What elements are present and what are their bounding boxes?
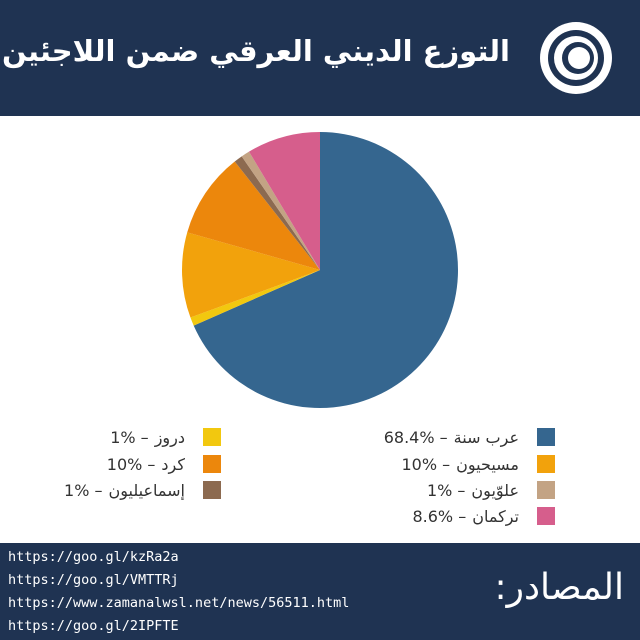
legend-item: مسيحيون – 10% [401,453,555,475]
pie-slice [249,132,320,270]
footer: المصادر: https://goo.gl/kzRa2a https://go… [0,543,640,640]
legend-item: كرد – 10% [107,453,221,475]
legend-value: – 10% [106,454,156,474]
source-link: https://goo.gl/2IPFTE [8,618,179,634]
legend-value: – 68.4% [383,427,448,447]
legend-swatch [203,455,221,473]
legend-swatch [203,428,221,446]
legend-item: عرب سنة – 68.4% [384,426,555,448]
legend-label: عرب سنة [453,427,519,447]
pie-slice [187,161,320,270]
source-link: https://www.zamanalwsl.net/news/56511.ht… [8,595,350,611]
legend-item: إسماعيليون – 1% [64,479,221,501]
source-link: https://goo.gl/VMTTRj [8,572,179,588]
legend-item: دروز – 1% [110,426,221,448]
legend-value: – 1% [110,427,149,447]
legend-label: مسيحيون [456,454,519,474]
legend-label: دروز [154,427,185,447]
legend-item: علوّيون – 1% [427,479,555,501]
legend-label: إسماعيليون [108,480,186,500]
logo [540,22,612,94]
legend-label: علوّيون [471,480,519,500]
pie-slice [234,156,320,270]
legend-swatch [537,455,555,473]
pie-slice [190,270,320,326]
pie-slice [181,232,320,318]
pie-slice [241,151,320,270]
header: التوزع الديني العرقي ضمن اللاجئين [0,0,640,116]
legend-swatch [537,481,555,499]
chart-title: التوزع الديني العرقي ضمن اللاجئين [1,34,510,68]
legend-swatch [203,481,221,499]
pie-chart [181,132,458,408]
source-link: https://goo.gl/kzRa2a [8,549,179,565]
legend-value: – 1% [64,480,103,500]
legend-swatch [537,428,555,446]
legend-value: – 8.6% [412,506,467,526]
legend-value: – 10% [401,454,451,474]
legend-label: تركمان [472,506,519,526]
pie-slice [193,132,458,408]
legend-item: تركمان – 8.6% [412,505,555,527]
legend-label: كرد [161,454,185,474]
sources-title: المصادر: [494,567,624,608]
legend-swatch [537,507,555,525]
legend-value: – 1% [426,480,466,500]
